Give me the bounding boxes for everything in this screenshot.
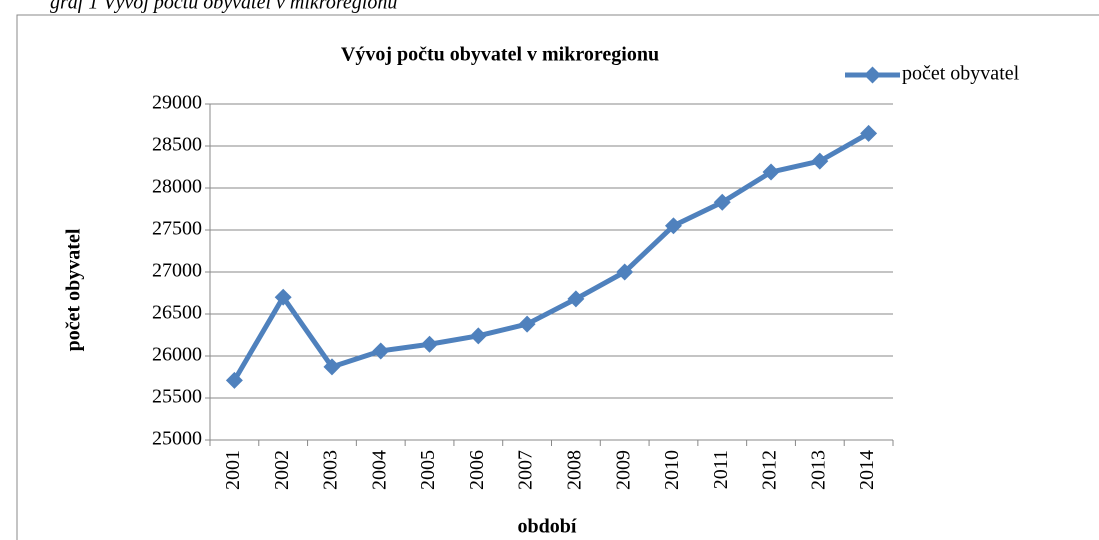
x-tick-label: 2009	[612, 450, 634, 490]
y-tick-label: 25000	[152, 428, 202, 450]
x-tick-label: 2010	[661, 450, 683, 490]
marker	[225, 371, 243, 389]
legend-label: počet obyvatel	[902, 63, 1020, 85]
chart-border	[16, 14, 1099, 540]
marker	[323, 358, 341, 376]
x-tick-label: 2012	[759, 450, 781, 490]
y-tick-label: 28500	[152, 134, 202, 156]
marker	[421, 335, 439, 353]
x-tick-label: 2008	[563, 450, 585, 490]
marker	[567, 290, 585, 308]
chart-title: Vývoj počtu obyvatel v mikroregionu	[341, 44, 659, 66]
marker	[518, 315, 536, 333]
y-tick-label: 29000	[152, 92, 202, 114]
caption: graf 1 Vývoj počtu obyvatel v mikroregio…	[50, 0, 397, 14]
marker	[762, 163, 780, 181]
legend-marker	[864, 66, 881, 84]
x-tick-label: 2006	[466, 450, 488, 490]
marker	[469, 327, 487, 345]
y-tick-label: 27000	[152, 260, 202, 282]
y-tick-label: 26000	[152, 344, 202, 366]
marker	[616, 263, 634, 281]
x-tick-label: 2011	[710, 450, 732, 489]
x-tick-label: 2014	[856, 450, 878, 490]
x-tick-label: 2007	[515, 450, 537, 490]
x-tick-label: 2005	[417, 450, 439, 490]
marker	[372, 342, 390, 360]
marker	[274, 288, 292, 306]
x-tick-label: 2001	[222, 450, 244, 490]
x-tick-label: 2004	[368, 450, 390, 490]
marker	[713, 193, 731, 211]
y-tick-label: 27500	[152, 218, 202, 240]
x-tick-label: 2003	[320, 450, 342, 490]
y-axis-label: počet obyvatel	[63, 228, 85, 351]
y-tick-label: 25500	[152, 386, 202, 408]
marker	[664, 217, 682, 235]
marker	[811, 152, 829, 170]
y-tick-label: 26500	[152, 302, 202, 324]
y-tick-label: 28000	[152, 176, 202, 198]
x-tick-label: 2013	[807, 450, 829, 490]
x-axis-label: období	[518, 516, 577, 538]
x-tick-label: 2002	[271, 450, 293, 490]
line	[232, 131, 870, 382]
